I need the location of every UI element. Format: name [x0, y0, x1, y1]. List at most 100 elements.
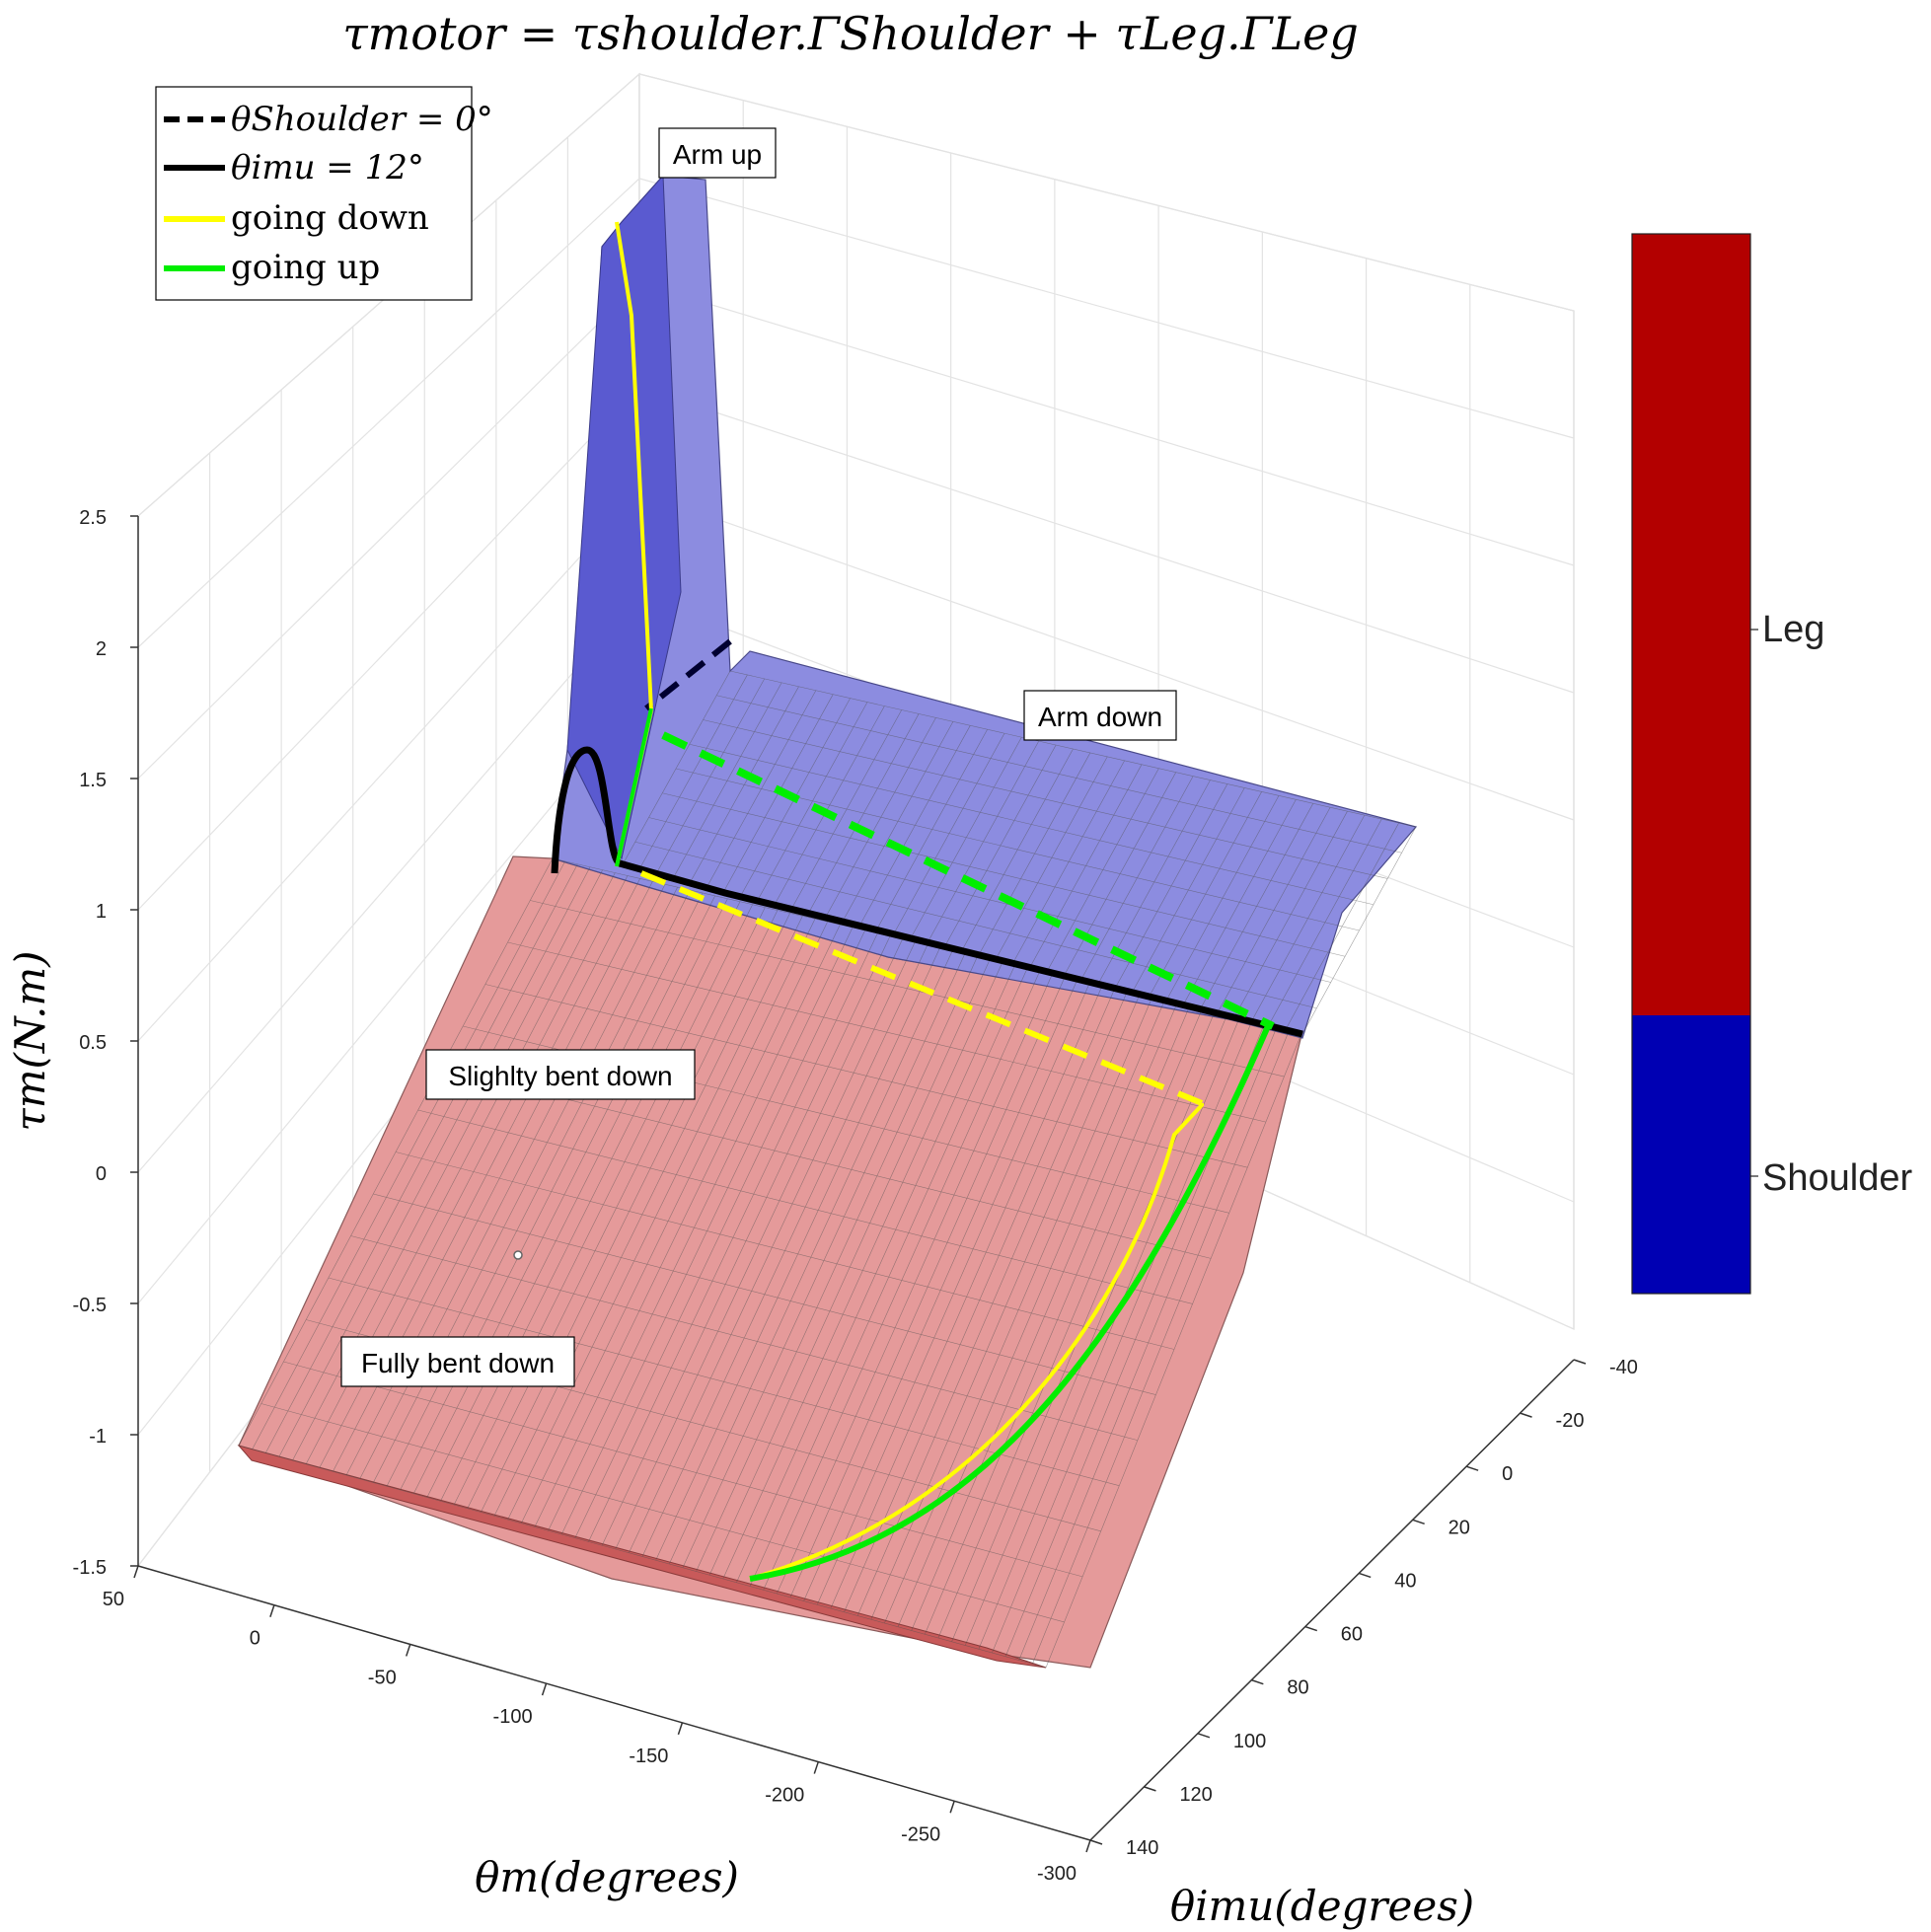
colorbar-label-shoulder: Shoulder [1762, 1157, 1912, 1199]
mesh-line [238, 1445, 1047, 1669]
y-tick-mark [1251, 1678, 1264, 1685]
x-tick-labels: 50 0 -50 -100 -150 -200 -250 -300 [103, 1565, 1091, 1885]
y-tick-mark [1197, 1733, 1211, 1739]
x-tick-mark [406, 1644, 411, 1657]
grid-line [137, 178, 640, 648]
y-tick-label: -20 [1556, 1410, 1585, 1432]
y-tick-mark [1358, 1572, 1372, 1579]
chart-title: τmotor = τshoulder.ΓShoulder + τLeg.ΓLeg [342, 7, 1359, 60]
x-axis-line [137, 1565, 1091, 1841]
curve-theta-shoulder-0-black-dashed [644, 638, 732, 711]
y-tick-mark [1412, 1519, 1425, 1525]
y-tick-label: 0 [1502, 1463, 1513, 1485]
x-tick-label: -100 [493, 1706, 533, 1728]
x-tick-label: -200 [765, 1785, 804, 1807]
grid-line [137, 387, 640, 911]
mesh-line [350, 1235, 1138, 1441]
z-tick-label: -1 [89, 1426, 107, 1448]
svg-text:Arm up: Arm up [673, 139, 762, 170]
x-axis-label: θm(degrees) [475, 1853, 739, 1901]
annotation-slightly-bent-down: Slighlty bent down [425, 1049, 696, 1100]
mesh-line [729, 670, 1417, 828]
mesh-line [328, 1277, 1120, 1487]
x-tick-mark [813, 1761, 819, 1774]
z-tick-label: 1 [96, 901, 107, 923]
mesh-line [634, 841, 1317, 1009]
x-tick-label: -250 [901, 1823, 940, 1845]
y-tick-mark [1089, 1839, 1103, 1845]
y-tick-label: 120 [1179, 1784, 1212, 1806]
mesh-line [530, 900, 1285, 1077]
y-tick-label: 140 [1126, 1837, 1158, 1859]
grid-line [137, 491, 640, 1042]
y-tick-mark [1304, 1625, 1318, 1632]
x-tick-mark [1085, 1839, 1091, 1853]
curves [513, 221, 1303, 1582]
y-tick-mark [1144, 1786, 1156, 1792]
z-tick-label: 0.5 [79, 1032, 107, 1054]
annotation-fully-bent-down: Fully bent down [340, 1336, 575, 1387]
y-tick-label: 40 [1394, 1570, 1416, 1592]
data-point-marker [513, 1250, 523, 1260]
colorbar: Leg Shoulder [1631, 233, 1912, 1295]
x-tick-mark [269, 1604, 275, 1617]
y-tick-mark [1520, 1412, 1532, 1418]
z-tick-label: -1.5 [73, 1557, 107, 1579]
y-tick-label: 100 [1233, 1731, 1266, 1752]
legend-label-theta-imu: θimu = 12° [231, 148, 424, 187]
curve-theta-imu-12 [551, 746, 1303, 1038]
mesh-line [373, 1193, 1156, 1395]
y-tick-label: 60 [1341, 1624, 1363, 1646]
grid-line [137, 282, 640, 780]
legend-box [155, 86, 473, 301]
colorbar-frame [1631, 233, 1751, 1295]
mesh-line [689, 743, 1374, 906]
x-tick-label: -150 [629, 1746, 668, 1767]
mesh-line [648, 817, 1331, 983]
y-tick-mark [1573, 1359, 1587, 1365]
grid-line [638, 282, 1575, 566]
grid-line [137, 700, 640, 1304]
z-tick-labels: 2.5 2 1.5 1 0.5 0 -0.5 -1 -1.5 [73, 507, 138, 1579]
grid-line [137, 595, 640, 1173]
y-axis-label: θimu(degrees) [1170, 1882, 1474, 1930]
mesh-line [395, 1152, 1175, 1350]
x-tick-mark [949, 1801, 955, 1814]
svg-text:Slighlty bent down: Slighlty bent down [448, 1061, 672, 1091]
mesh-line [507, 941, 1266, 1123]
grid-line [638, 73, 1575, 312]
mesh-line [417, 1109, 1193, 1304]
y-tick-mark [1465, 1465, 1479, 1471]
z-tick-label: -0.5 [73, 1295, 107, 1316]
legend-label-going-down: going down [231, 198, 429, 238]
colorbar-shoulder-segment [1632, 1015, 1750, 1294]
x-tick-mark [541, 1682, 548, 1696]
legend-label-going-up: going up [231, 248, 380, 287]
curve-going-up [749, 1024, 1271, 1582]
curve-going-down-return [749, 1103, 1204, 1581]
svg-text:Arm down: Arm down [1038, 702, 1162, 732]
x-tick-mark [677, 1722, 684, 1736]
grid-line [638, 178, 1575, 439]
y-tick-label: 20 [1448, 1517, 1470, 1538]
z-axis-label: τm(N.m) [6, 950, 54, 1131]
y-tick-labels: -40 -20 0 20 40 60 80 100 120 140 [1089, 1357, 1638, 1859]
mesh-line [703, 719, 1388, 879]
x-tick-label: -300 [1037, 1863, 1077, 1885]
grid-line [638, 490, 1575, 821]
x-tick-label: -50 [368, 1667, 397, 1688]
y-tick-label: -40 [1609, 1357, 1638, 1378]
mesh-line [662, 792, 1346, 957]
grid-line [638, 387, 1575, 694]
x-tick-mark [133, 1565, 139, 1579]
z-tick-label: 0 [96, 1163, 107, 1185]
annotation-arm-down: Arm down [1023, 690, 1177, 741]
colorbar-leg-segment [1632, 234, 1750, 1015]
svg-text:Fully bent down: Fully bent down [361, 1348, 555, 1378]
mesh-line [484, 984, 1248, 1168]
y-axis-line [1089, 1359, 1575, 1841]
x-tick-label: 50 [103, 1589, 124, 1610]
legend: θShoulder = 0° θimu = 12° going down goi… [155, 86, 493, 301]
colorbar-label-leg: Leg [1762, 609, 1824, 650]
